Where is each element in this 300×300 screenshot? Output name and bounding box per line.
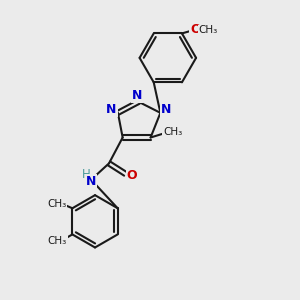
Text: CH₃: CH₃ <box>199 26 218 35</box>
Text: CH₃: CH₃ <box>47 199 66 209</box>
Text: N: N <box>160 103 171 116</box>
Text: H: H <box>82 168 91 181</box>
Text: N: N <box>132 89 142 102</box>
Text: N: N <box>106 103 116 116</box>
Text: CH₃: CH₃ <box>48 236 67 246</box>
Text: O: O <box>127 169 137 182</box>
Text: O: O <box>190 23 201 36</box>
Text: CH₃: CH₃ <box>163 127 182 137</box>
Text: N: N <box>86 175 96 188</box>
